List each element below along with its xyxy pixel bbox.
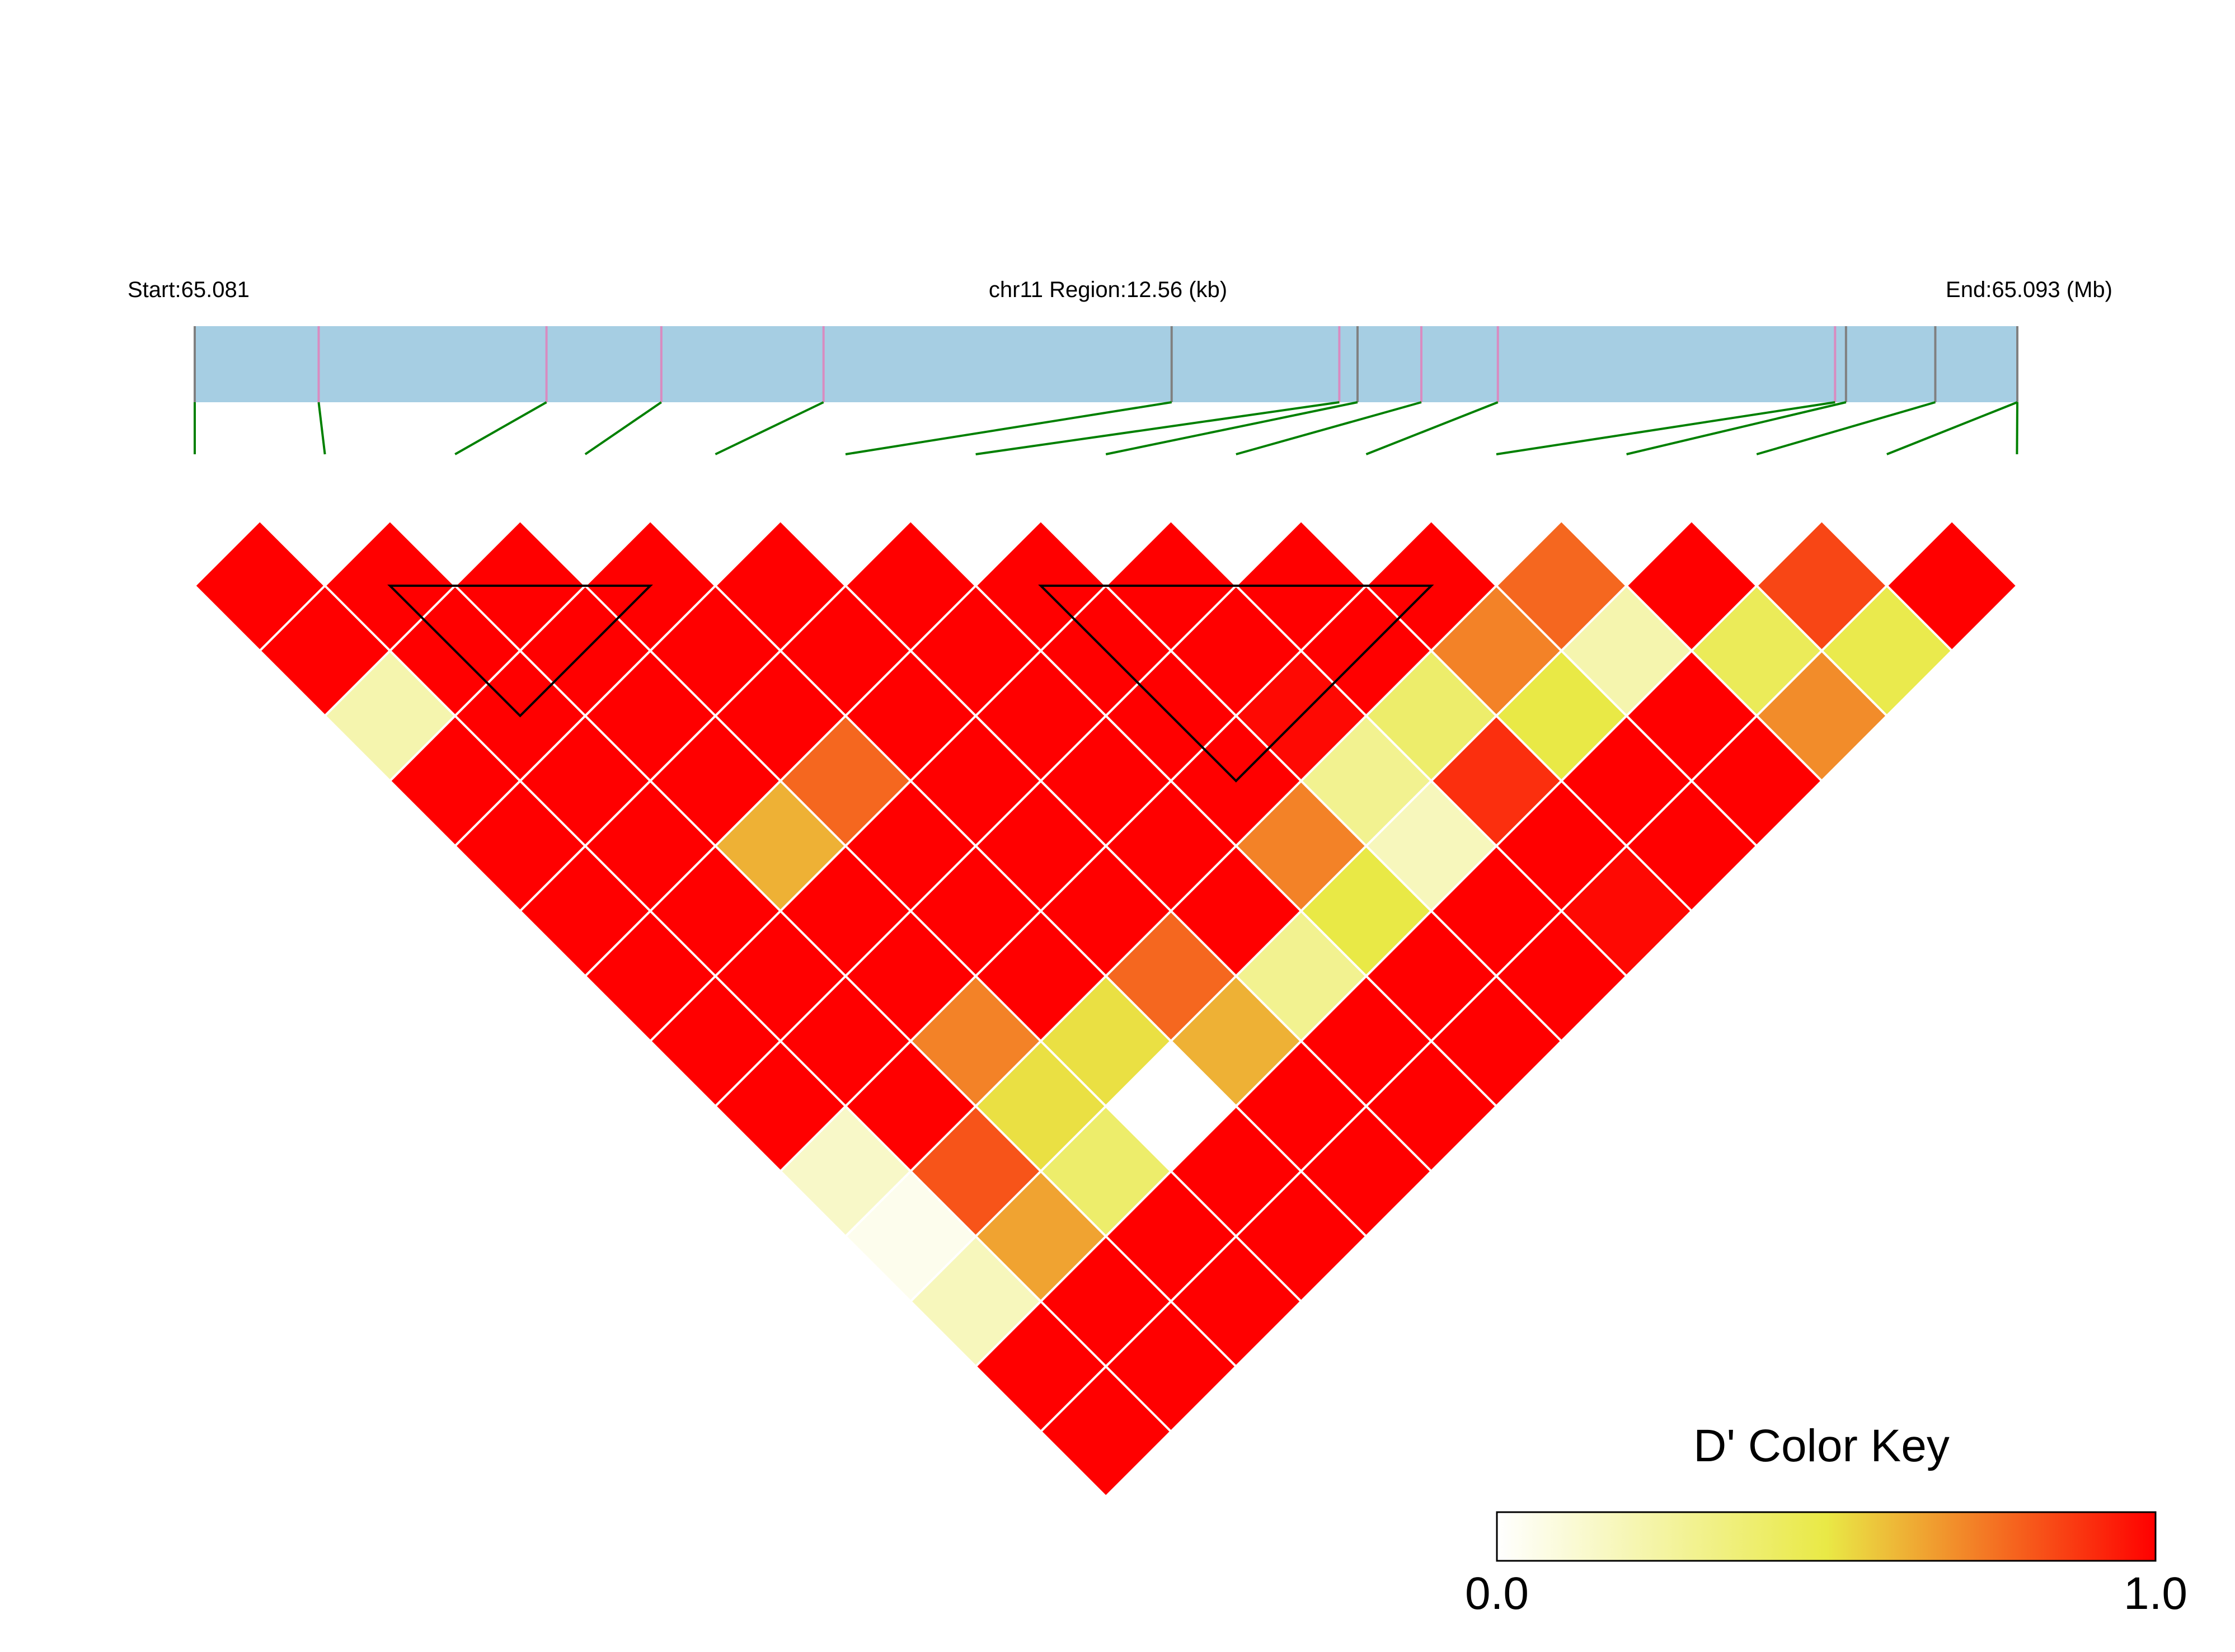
snp-link-line	[975, 401, 1340, 455]
snp-link-line	[715, 401, 824, 455]
snp-link-line	[1496, 401, 1835, 455]
haplotype-block-outline	[387, 585, 653, 718]
ld-cells	[193, 519, 2019, 1499]
color-key-min-label: 0.0	[1465, 1568, 1529, 1619]
snp-link-line	[1886, 401, 2018, 455]
snp-link-line	[1105, 401, 1358, 455]
snp-link-line	[1365, 401, 1499, 455]
snp-link-line	[1236, 401, 1422, 455]
snp-link-line	[317, 402, 326, 455]
haplotype-blocks	[387, 585, 1434, 783]
region-start-label: Start:65.081	[128, 277, 250, 302]
snp-link-line	[584, 401, 662, 455]
color-key-title: D' Color Key	[1693, 1420, 1950, 1471]
snp-marks	[194, 326, 2018, 402]
snp-link-lines	[194, 401, 2018, 455]
ld-cell	[1039, 1364, 1173, 1499]
snp-link-line	[845, 401, 1172, 455]
snp-link-line	[1756, 401, 1936, 455]
snp-link-line	[1626, 401, 1847, 455]
haplotype-block-outline	[1038, 585, 1434, 783]
region-bar	[195, 326, 2017, 402]
region-end-label: End:65.093 (Mb)	[1946, 277, 2112, 302]
color-key-max-label: 1.0	[2124, 1568, 2187, 1619]
snp-link-line	[454, 401, 547, 455]
region-center-label: chr11 Region:12.56 (kb)	[989, 277, 1227, 302]
color-key-bar	[1496, 1511, 2157, 1562]
